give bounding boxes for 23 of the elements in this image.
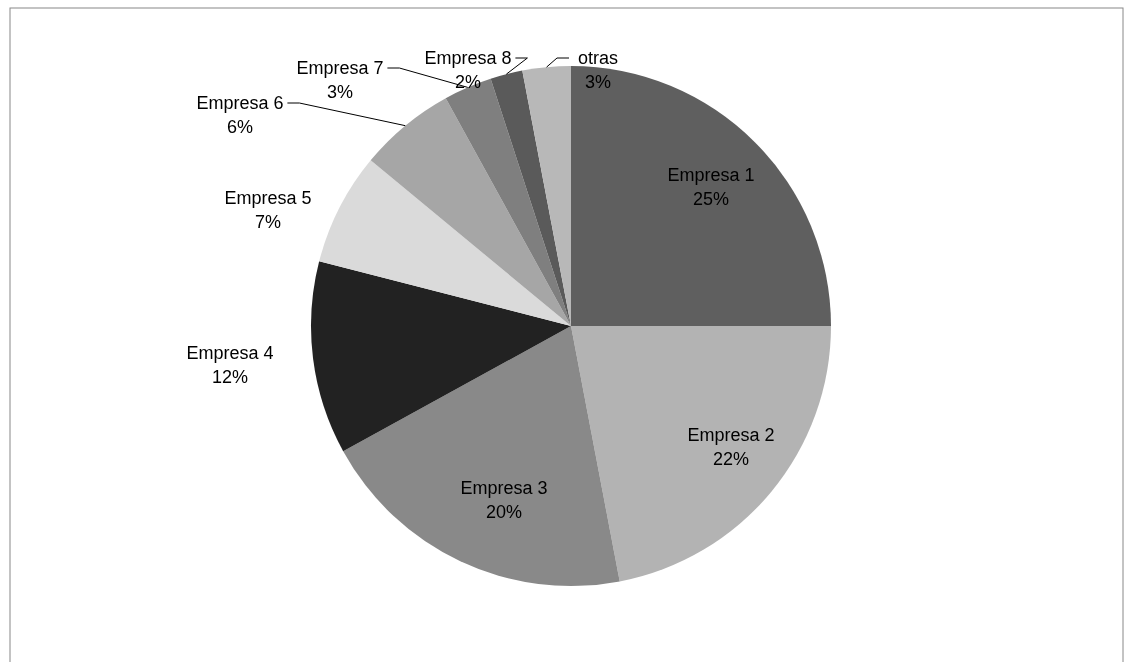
slice-label: Empresa 4 [186, 343, 274, 363]
data-label: 3% [326, 82, 354, 102]
pie-slice [571, 326, 831, 582]
pie-slice [319, 160, 571, 326]
slice-label: Empresa 3 [460, 478, 548, 498]
data-label: 6% [226, 117, 254, 137]
data-label: 20% [485, 502, 523, 522]
slice-label: Empresa 5 [224, 188, 312, 208]
pie-slice [311, 261, 571, 452]
slice-label: Empresa 6 [196, 93, 284, 113]
slice-label: Empresa 1 [667, 165, 755, 185]
slice-label: Empresa 7 [296, 58, 384, 78]
data-label: 12% [211, 367, 249, 387]
slice-label: otras [577, 48, 619, 68]
data-label: 3% [584, 72, 612, 92]
pie-slice [370, 98, 571, 326]
data-label: 25% [692, 189, 730, 209]
pie-slice [522, 66, 571, 326]
data-label: 7% [254, 212, 282, 232]
slice-label: Empresa 8 [424, 48, 512, 68]
data-label: 22% [712, 449, 750, 469]
data-label: 2% [454, 72, 482, 92]
slice-label: Empresa 2 [687, 425, 775, 445]
